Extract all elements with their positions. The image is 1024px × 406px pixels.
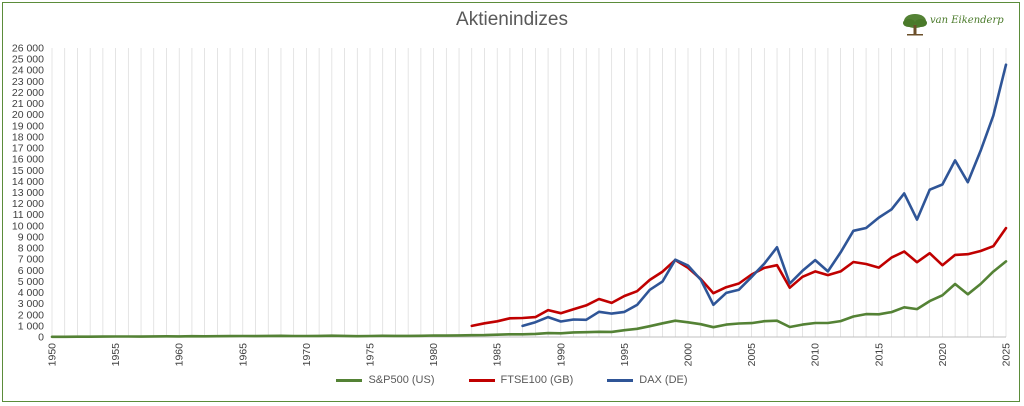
x-tick-label: 1975 [365, 343, 377, 367]
y-tick-label: 4 000 [18, 287, 44, 299]
y-tick-label: 17 000 [12, 143, 44, 155]
y-tick-label: 16 000 [12, 154, 44, 166]
series-line-1 [470, 226, 1008, 328]
y-tick-label: 5 000 [18, 276, 44, 288]
chart-legend: S&P500 (US) FTSE100 (GB) DAX (DE) [0, 374, 1024, 386]
x-tick-label: 1970 [301, 343, 313, 367]
y-tick-label: 19 000 [12, 120, 44, 132]
y-tick-label: 20 000 [12, 109, 44, 121]
y-tick-label: 22 000 [12, 87, 44, 99]
y-tick-label: 23 000 [12, 76, 44, 88]
series-line-2 [521, 63, 1008, 328]
tree-icon [903, 14, 927, 36]
brand-name: van Eikenderp [930, 15, 1004, 26]
y-tick-label: 18 000 [12, 131, 44, 143]
y-tick-label: 14 000 [12, 176, 44, 188]
y-tick-label: 15 000 [12, 165, 44, 177]
y-tick-label: 10 000 [12, 220, 44, 232]
legend-swatch [607, 378, 634, 382]
y-tick-label: 6 000 [18, 265, 44, 277]
y-tick-label: 11 000 [13, 209, 44, 221]
legend-swatch [336, 378, 363, 382]
y-tick-label: 25 000 [12, 54, 44, 66]
y-tick-label: 24 000 [12, 65, 44, 77]
x-tick-label: 2020 [937, 343, 949, 367]
y-tick-label: 13 000 [12, 187, 44, 199]
y-tick-label: 21 000 [12, 98, 44, 110]
x-tick-label: 1985 [492, 343, 504, 367]
y-tick-label: 1 000 [18, 320, 44, 332]
x-tick-label: 2025 [1001, 343, 1013, 367]
x-tick-label: 1955 [110, 343, 122, 367]
y-tick-label: 9 000 [18, 231, 44, 243]
x-tick-label: 2015 [873, 343, 885, 367]
chart-title: Aktienindizes [456, 9, 568, 30]
x-tick-label: 1965 [237, 343, 249, 367]
y-tick-label: 8 000 [18, 243, 44, 255]
y-tick-label: 3 000 [18, 298, 44, 310]
x-tick-label: 1960 [174, 343, 186, 367]
legend-label: S&P500 (US) [368, 374, 435, 386]
y-tick-label: 26 000 [12, 43, 44, 55]
y-tick-label: 2 000 [18, 309, 44, 321]
legend-label: DAX (DE) [639, 374, 688, 386]
x-tick-label: 1995 [619, 343, 631, 367]
x-tick-label: 2000 [683, 343, 695, 367]
y-tick-label: 7 000 [18, 254, 44, 266]
y-tick-label: 12 000 [12, 198, 44, 210]
legend-swatch [468, 378, 495, 382]
legend-item: S&P500 (US) [336, 374, 435, 386]
legend-label: FTSE100 (GB) [500, 374, 574, 386]
legend-item: FTSE100 (GB) [468, 374, 574, 386]
x-tick-label: 1990 [555, 343, 567, 367]
series-line-0 [50, 260, 1008, 339]
x-tick-label: 1950 [47, 343, 59, 367]
x-tick-label: 2010 [810, 343, 822, 367]
brand-logo [900, 12, 1010, 38]
y-tick-label: 0 [38, 332, 44, 344]
legend-item: DAX (DE) [607, 374, 688, 386]
x-tick-label: 1980 [428, 343, 440, 367]
x-tick-label: 2005 [746, 343, 758, 367]
